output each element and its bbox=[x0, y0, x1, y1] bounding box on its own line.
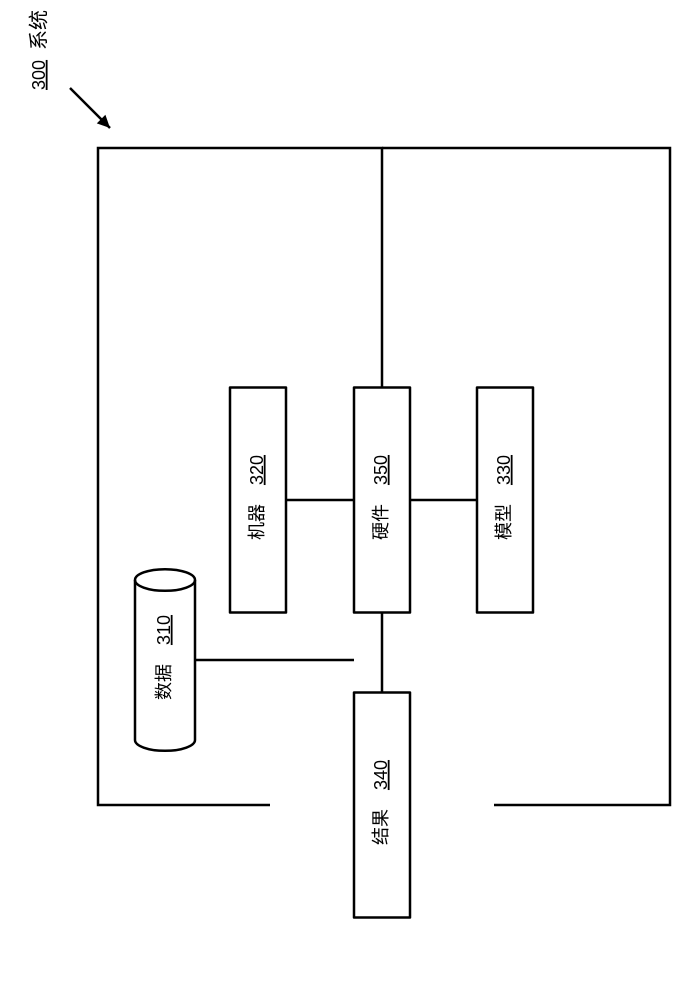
system-label-text: 系统 bbox=[27, 10, 50, 50]
node-label-text: 数据 bbox=[154, 664, 174, 700]
node-machine bbox=[230, 388, 286, 613]
node-result bbox=[354, 693, 410, 918]
node-label-text: 机器 bbox=[247, 504, 267, 540]
node-data bbox=[135, 569, 195, 751]
node-number: 320 bbox=[247, 455, 267, 485]
node-label-text: 硬件 bbox=[371, 504, 391, 540]
node-number: 330 bbox=[494, 455, 514, 485]
node-number: 340 bbox=[371, 760, 391, 790]
node-number: 350 bbox=[371, 455, 391, 485]
system-label-number: 300 bbox=[29, 60, 49, 90]
node-model bbox=[477, 388, 533, 613]
system-label: 系统 300 bbox=[27, 10, 50, 90]
node-label-text: 结果 bbox=[371, 809, 391, 845]
node-number: 310 bbox=[154, 615, 174, 645]
node-label-text: 模型 bbox=[494, 504, 514, 540]
node-hw bbox=[354, 388, 410, 613]
